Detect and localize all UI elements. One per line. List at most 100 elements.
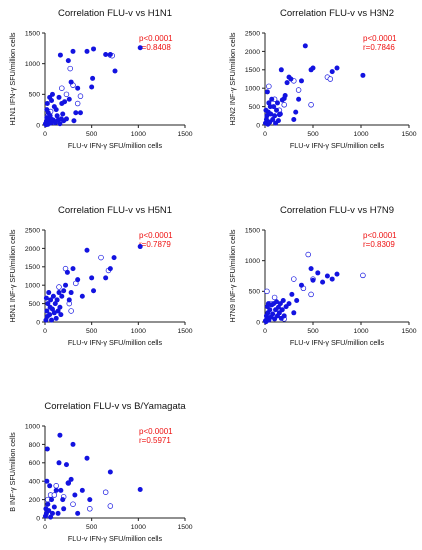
filled-data-point <box>57 52 63 58</box>
open-data-point <box>305 251 311 258</box>
filled-data-point <box>66 96 72 102</box>
filled-data-point <box>65 58 71 64</box>
filled-data-point <box>87 497 93 503</box>
stat-label: p<0.0001 <box>363 231 397 240</box>
filled-data-point <box>310 65 316 71</box>
filled-data-point <box>47 483 53 489</box>
y-tick-label: 800 <box>29 442 41 449</box>
y-axis-label: B INF-γ SFU/million cells <box>8 432 17 512</box>
y-tick-label: 1500 <box>25 30 40 37</box>
chart-title: Correlation FLU-v vs H1N1 <box>58 8 172 19</box>
open-data-point <box>308 102 314 108</box>
stat-label: p<0.0001 <box>139 34 173 43</box>
filled-data-point <box>275 118 281 124</box>
open-data-point <box>74 100 81 107</box>
filled-data-point <box>47 312 53 318</box>
y-axis-label: H1N1 IFN-γ SFU/million cells <box>8 32 17 125</box>
open-data-point <box>327 76 334 82</box>
chart-panel: Correlation FLU-v vs H1N1 0 500 1000 1500 0 50… <box>8 8 193 150</box>
x-axis-label: FLU-v IFN-γ SFU/million cells <box>68 338 163 347</box>
x-tick-label: 0 <box>43 131 47 138</box>
filled-data-point <box>274 107 280 113</box>
filled-data-point <box>288 76 294 82</box>
y-tick-label: 200 <box>29 497 41 504</box>
filled-data-point <box>44 308 50 314</box>
filled-data-point <box>111 255 117 261</box>
filled-data-point <box>279 307 285 313</box>
filled-data-point <box>274 299 280 305</box>
filled-data-point <box>329 69 335 75</box>
filled-data-point <box>75 277 81 283</box>
y-tick-label: 1000 <box>25 61 40 68</box>
x-tick-label: 500 <box>307 328 319 335</box>
filled-data-point <box>77 110 83 116</box>
filled-data-point <box>52 301 58 307</box>
open-data-point <box>291 276 297 282</box>
open-data-point <box>59 85 65 91</box>
filled-data-point <box>91 288 97 294</box>
filled-data-point <box>66 297 72 303</box>
filled-data-point <box>56 290 62 296</box>
filled-data-point <box>44 101 50 107</box>
filled-data-point <box>137 45 143 51</box>
filled-data-point <box>75 510 81 516</box>
y-tick-label: 2500 <box>25 227 40 234</box>
filled-data-point <box>49 91 55 97</box>
open-data-point <box>295 87 302 93</box>
filled-data-point <box>48 297 54 303</box>
filled-data-point <box>324 273 330 279</box>
x-tick-label: 1500 <box>401 328 416 335</box>
filled-data-point <box>63 462 69 468</box>
filled-data-point <box>51 504 57 510</box>
filled-data-point <box>49 306 55 312</box>
x-tick-label: 1500 <box>177 524 192 531</box>
filled-data-point <box>53 487 59 493</box>
y-tick-label: 0 <box>36 515 40 522</box>
filled-data-point <box>68 290 74 296</box>
filled-data-point <box>70 48 76 54</box>
open-data-point <box>266 83 272 90</box>
open-data-point <box>70 501 76 507</box>
x-tick-label: 500 <box>307 131 319 138</box>
filled-data-point <box>291 116 297 122</box>
filled-data-point <box>91 46 97 52</box>
filled-data-point <box>59 293 65 299</box>
x-tick-label: 0 <box>263 131 267 138</box>
filled-data-point <box>298 282 304 288</box>
filled-data-point <box>90 75 96 81</box>
open-data-point <box>53 483 59 489</box>
open-data-point <box>77 93 84 99</box>
stat-label: r=0.7879 <box>139 240 171 249</box>
filled-data-point <box>268 111 274 117</box>
filled-data-point <box>296 96 302 102</box>
x-tick-label: 1500 <box>401 131 416 138</box>
chart-panel: Correlation FLU-v vs H3N2 0 500 1000 1500 0 50… <box>228 8 417 150</box>
y-axis-label: H5N1 INF-γ SFU/million cells <box>8 229 17 322</box>
filled-data-point <box>270 116 276 122</box>
x-tick-label: 500 <box>86 328 98 335</box>
open-data-point <box>102 489 109 495</box>
filled-data-point <box>267 307 273 313</box>
stat-label: r=0.8309 <box>363 240 395 249</box>
y-tick-label: 1500 <box>245 67 260 74</box>
filled-data-point <box>79 487 85 493</box>
y-axis-label: H3N2 INF-γ SFU/million cells <box>228 32 237 125</box>
filled-data-point <box>45 501 51 507</box>
filled-data-point <box>43 295 49 301</box>
x-tick-label: 500 <box>86 524 98 531</box>
filled-data-point <box>49 497 55 503</box>
filled-data-point <box>48 514 54 520</box>
stat-label: p<0.0001 <box>139 427 173 436</box>
filled-data-point <box>89 84 95 90</box>
x-tick-label: 1000 <box>131 524 146 531</box>
filled-data-point <box>44 478 50 484</box>
filled-data-point <box>286 301 292 307</box>
y-axis-label: H7N9 INF-γ SFU/million cells <box>228 229 237 322</box>
open-data-point <box>308 291 314 298</box>
y-tick-label: 2000 <box>25 246 40 253</box>
filled-data-point <box>57 121 63 127</box>
filled-data-point <box>334 271 340 277</box>
x-tick-label: 0 <box>263 328 267 335</box>
filled-data-point <box>44 446 50 452</box>
